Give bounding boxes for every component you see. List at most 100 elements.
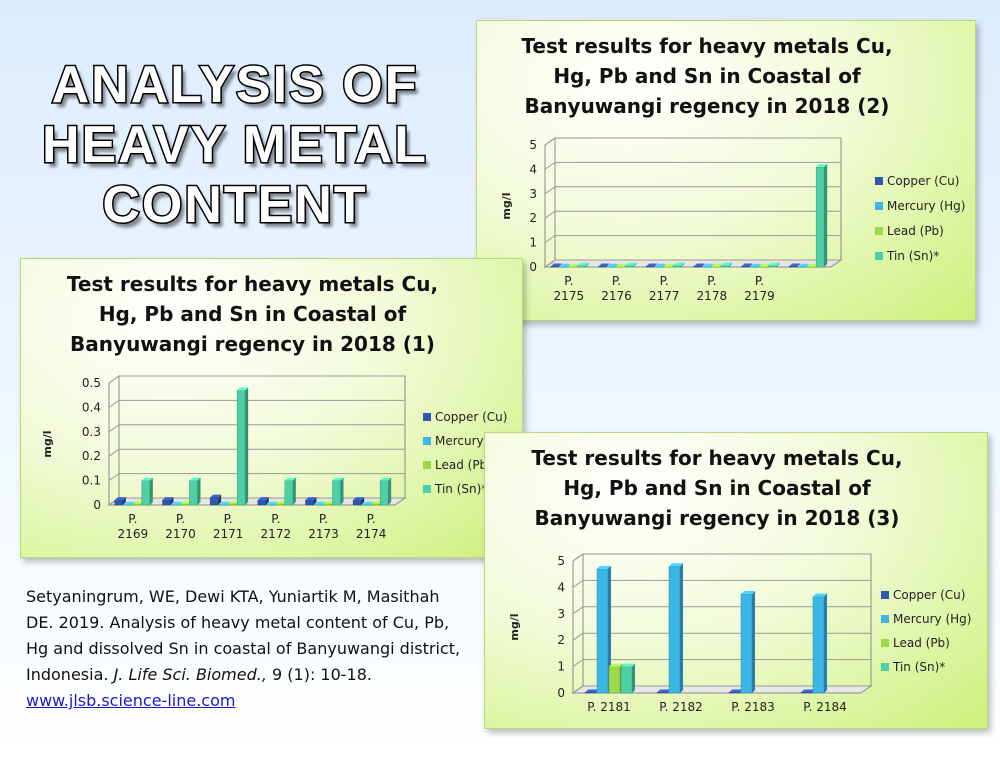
slide-title-line-2: HEAVY METAL (40, 115, 429, 176)
bar (654, 263, 667, 268)
citation-journal: J. Life Sci. Biomed., (113, 665, 267, 684)
legend-swatch (875, 252, 883, 260)
citation-link[interactable]: www.jlsb.science-line.com (26, 691, 236, 710)
bar (720, 262, 732, 268)
bar (702, 263, 714, 268)
y-axis-label: mg/l (500, 192, 513, 219)
x-category-label: 2179 (744, 289, 775, 303)
y-tick-label: 0.4 (82, 400, 101, 414)
y-tick-label: 0.2 (82, 449, 101, 463)
x-category-label: 2176 (601, 289, 632, 303)
chart-svg: Test results for heavy metals Cu, Hg, Pb … (508, 446, 971, 714)
bar (550, 263, 562, 268)
bar (768, 262, 780, 268)
legend-swatch (881, 663, 889, 671)
bar (559, 263, 571, 268)
chart-svg: Test results for heavy metals Cu, Hg, Pb … (500, 34, 965, 303)
citation-text: Setyaningrum, WE, Dewi KTA, Yuniartik M,… (26, 587, 461, 684)
bar (379, 477, 392, 506)
x-category-label: 2177 (649, 289, 680, 303)
legend-swatch (875, 177, 883, 185)
bar (141, 477, 153, 506)
x-category-label: P. (224, 512, 233, 526)
bar (114, 497, 126, 506)
x-category-label: P. (319, 512, 328, 526)
legend-label: Lead (Pb) (435, 458, 492, 472)
x-category-label: 2178 (697, 289, 728, 303)
x-category-label: P. (128, 512, 137, 526)
slide-title-line-3: CONTENT (101, 175, 368, 236)
chart-title-line: Hg, Pb and Sn in Coastal of (99, 302, 407, 326)
x-category-label: P. (755, 274, 764, 288)
bar (332, 477, 344, 506)
legend-label: Lead (Pb) (893, 636, 950, 650)
citation: Setyaningrum, WE, Dewi KTA, Yuniartik M,… (26, 584, 466, 714)
legend-label: Copper (Cu) (887, 174, 959, 188)
chart-panel-2: Test results for heavy metals Cu, Hg, Pb … (476, 20, 976, 321)
legend-label: Tin (Sn)* (434, 482, 487, 496)
x-category-label: 2169 (118, 527, 149, 541)
y-axis-label: mg/l (508, 613, 521, 640)
y-tick-label: 3 (529, 187, 537, 201)
x-category-label: 2175 (554, 289, 585, 303)
legend-label: Tin (Sn)* (892, 660, 945, 674)
legend-swatch (875, 202, 883, 210)
plot-back-wall (118, 375, 406, 499)
gridline (572, 659, 871, 668)
gridline (572, 579, 871, 588)
legend-label: Mercury (Hg) (893, 612, 971, 626)
x-category-label: P. (660, 274, 669, 288)
x-category-label: P. (176, 512, 185, 526)
bar (209, 494, 222, 506)
gridline (108, 375, 405, 384)
chart-title-line: Banyuwangi regency in 2018 (3) (535, 506, 900, 530)
legend-label: Copper (Cu) (893, 588, 965, 602)
y-axis-label: mg/l (41, 430, 54, 457)
x-category-label: P. (564, 274, 573, 288)
y-tick-label: 1 (557, 660, 565, 674)
bar (645, 263, 658, 268)
gridline (544, 210, 841, 219)
plot-side-wall (572, 553, 584, 694)
bar (236, 387, 249, 506)
bar (625, 262, 637, 268)
chart-panel-1: Test results for heavy metals Cu, Hg, Pb … (20, 258, 523, 558)
bar (711, 263, 723, 268)
gridline (544, 186, 841, 195)
legend-swatch (423, 461, 431, 469)
chart-title-line: Banyuwangi regency in 2018 (2) (525, 94, 890, 118)
slide-title-line-1: ANALYSIS OF (50, 55, 419, 116)
chart-panel-3: Test results for heavy metals Cu, Hg, Pb … (484, 432, 988, 729)
x-category-label: 2171 (213, 527, 244, 541)
y-tick-label: 1 (529, 236, 537, 250)
y-tick-label: 5 (529, 138, 537, 152)
x-category-label: P. 2181 (587, 700, 631, 714)
bar (693, 263, 705, 268)
bar (352, 497, 365, 506)
x-category-label: P. (367, 512, 376, 526)
legend-swatch (881, 591, 889, 599)
plot-side-wall (108, 375, 120, 506)
legend-swatch (423, 413, 431, 421)
gridline (544, 235, 841, 244)
legend-label: Tin (Sn)* (886, 249, 939, 263)
x-category-label: P. (707, 274, 716, 288)
chart-svg: Test results for heavy metals Cu, Hg, Pb … (41, 272, 513, 541)
legend-swatch (875, 227, 883, 235)
bar (607, 263, 619, 268)
bar (812, 593, 827, 694)
x-category-label: 2174 (356, 527, 387, 541)
y-tick-label: 0 (529, 260, 537, 274)
bar (257, 497, 269, 506)
x-category-label: P. 2182 (659, 700, 703, 714)
plot-back-wall (554, 137, 842, 261)
y-tick-label: 2 (557, 633, 565, 647)
bar (668, 563, 683, 694)
legend-label: Lead (Pb) (887, 224, 944, 238)
bar (672, 262, 685, 268)
y-tick-label: 0 (93, 498, 101, 512)
legend-swatch (881, 615, 889, 623)
x-category-label: 2173 (308, 527, 339, 541)
y-tick-label: 4 (557, 580, 565, 594)
bar (189, 477, 201, 506)
